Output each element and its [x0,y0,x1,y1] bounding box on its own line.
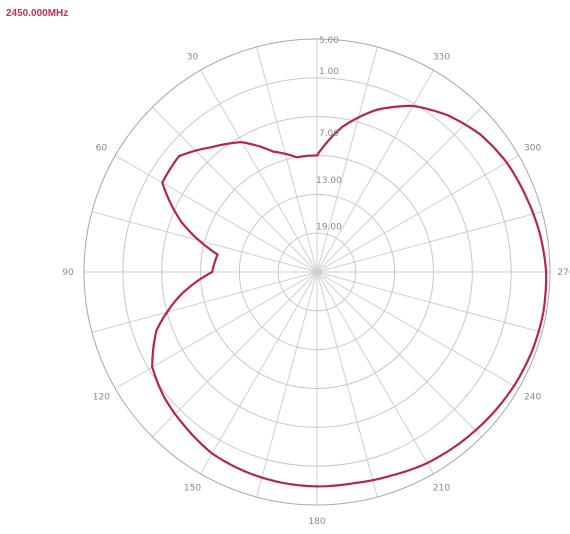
angle-tick-label: 60 [96,144,108,154]
angle-tick-label: 30 [187,52,199,62]
angle-tick-label: 150 [184,484,201,494]
angle-tick-label: 210 [433,484,450,494]
radial-tick-label: 7.00 [319,129,339,139]
radial-tick-label: 19.00 [316,222,342,232]
pattern-trace-layer [152,106,546,487]
radial-tick-label: 1.00 [319,67,339,77]
radial-tick-label: 13.00 [316,176,342,186]
angle-tick-label: 300 [524,144,541,154]
angle-tick-label: 240 [524,393,541,403]
polar-grid [84,39,550,505]
angle-tick-label: 180 [308,517,325,527]
angle-tick-label: 270 [557,268,570,278]
angle-tick-label: 120 [93,393,110,403]
angle-tick-label: 330 [433,52,450,62]
radial-tick-label: 5.00 [319,36,339,46]
angle-tick-label: 90 [62,268,74,278]
polar-labels: 5.00 1.00 7.00 13.00 19.00 30 60 90 120 150 180 210… [62,36,570,527]
radiation-pattern-line [152,106,546,487]
